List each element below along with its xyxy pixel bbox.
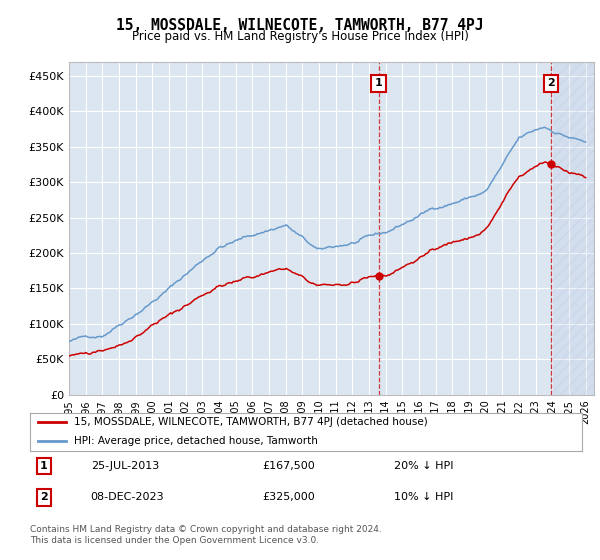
Text: 1: 1 <box>40 461 47 471</box>
Text: Contains HM Land Registry data © Crown copyright and database right 2024.
This d: Contains HM Land Registry data © Crown c… <box>30 525 382 545</box>
Text: 15, MOSSDALE, WILNECOTE, TAMWORTH, B77 4PJ (detached house): 15, MOSSDALE, WILNECOTE, TAMWORTH, B77 4… <box>74 417 428 427</box>
Text: 2: 2 <box>547 78 555 88</box>
Text: £167,500: £167,500 <box>262 461 314 471</box>
Text: 10% ↓ HPI: 10% ↓ HPI <box>394 492 454 502</box>
Text: £325,000: £325,000 <box>262 492 314 502</box>
Text: 2: 2 <box>40 492 47 502</box>
Text: 25-JUL-2013: 25-JUL-2013 <box>91 461 159 471</box>
Text: 15, MOSSDALE, WILNECOTE, TAMWORTH, B77 4PJ: 15, MOSSDALE, WILNECOTE, TAMWORTH, B77 4… <box>116 18 484 33</box>
Text: 1: 1 <box>375 78 383 88</box>
Text: HPI: Average price, detached house, Tamworth: HPI: Average price, detached house, Tamw… <box>74 436 318 446</box>
Bar <box>551 62 594 395</box>
Text: Price paid vs. HM Land Registry's House Price Index (HPI): Price paid vs. HM Land Registry's House … <box>131 30 469 43</box>
Text: 20% ↓ HPI: 20% ↓ HPI <box>394 461 454 471</box>
Text: 08-DEC-2023: 08-DEC-2023 <box>91 492 164 502</box>
